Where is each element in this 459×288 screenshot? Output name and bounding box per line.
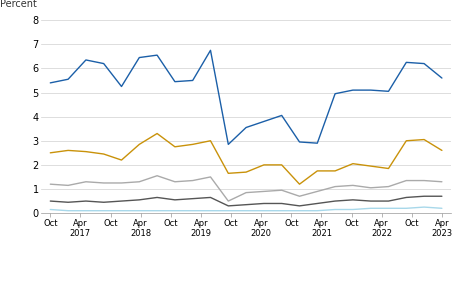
Text: Percent: Percent xyxy=(0,0,37,9)
